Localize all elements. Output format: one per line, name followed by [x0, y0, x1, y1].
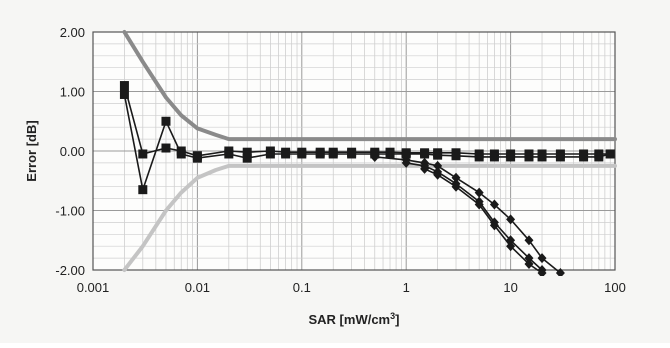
series-3-diamond-marker — [537, 253, 547, 264]
x-axis-label-superscript: 3 — [390, 311, 395, 321]
y-tick-label: -2.00 — [55, 263, 85, 278]
series-2-square-marker — [265, 149, 275, 159]
series-2-square-marker — [555, 152, 565, 162]
series-2-square-marker — [176, 149, 186, 159]
series-2-square-marker — [579, 152, 589, 162]
x-tick-label: 0.001 — [77, 280, 110, 295]
series-2-square-marker — [242, 153, 252, 163]
series-2-square-marker — [119, 89, 129, 99]
series-2-square-marker — [315, 149, 325, 159]
y-tick-label: 0.00 — [60, 144, 85, 159]
series-3-diamond-marker — [506, 214, 516, 225]
x-tick-label: 0.01 — [185, 280, 210, 295]
series-4-diamond-marker — [401, 157, 411, 168]
series-5-diamond-marker — [524, 259, 534, 270]
series-5-diamond-marker — [474, 199, 484, 210]
series-2-square-marker — [489, 152, 499, 162]
series-2-square-marker — [385, 149, 395, 159]
series-2-square-marker — [224, 149, 234, 159]
series-2-square-marker — [537, 152, 547, 162]
series-4-diamond-marker — [524, 253, 534, 264]
series-5-diamond-marker — [451, 181, 461, 192]
y-tick-label: 1.00 — [60, 85, 85, 100]
series-2-square-marker — [328, 149, 338, 159]
plot-border — [92, 31, 616, 271]
series-2-line — [123, 94, 611, 191]
series-2-square-marker — [297, 149, 307, 159]
series-2-square-marker — [474, 152, 484, 162]
x-axis-label-text: SAR [mW/cm — [309, 312, 391, 327]
series-5-diamond-marker — [420, 163, 430, 174]
series-3-diamond-marker — [370, 151, 380, 162]
y-tick-label: -1.00 — [55, 204, 85, 219]
series-2-square-marker — [401, 149, 411, 159]
series-1-square-marker — [138, 149, 148, 159]
series-2-square-marker — [451, 151, 461, 161]
series-3-diamond-marker — [451, 172, 461, 183]
series-1-square-marker — [242, 147, 252, 157]
series-2-square-marker — [433, 150, 443, 160]
series-3-diamond-marker — [524, 235, 534, 246]
series-3-diamond-marker — [489, 199, 499, 210]
tolerance-bound-line — [122, 30, 617, 142]
y-tick-labels: 2.00 1.00 0.00 -1.00 -2.00 — [55, 25, 85, 278]
series-2-square-marker — [138, 185, 148, 195]
series-5-diamond-marker — [489, 220, 499, 231]
series-3-diamond-marker — [433, 160, 443, 171]
tolerance-bounds — [122, 30, 617, 272]
series-1-line — [123, 85, 611, 157]
x-axis-label-end: ] — [395, 312, 399, 327]
series-5-diamond-marker — [506, 241, 516, 252]
tolerance-bound-line — [122, 163, 617, 272]
series-2-square-marker — [506, 152, 516, 162]
series-2-square-marker — [605, 149, 615, 159]
x-axis-label: SAR [mW/cm3] — [309, 311, 400, 327]
series-2-square-marker — [192, 153, 202, 163]
series-1-square-marker — [161, 143, 171, 153]
series-2-square-marker — [524, 152, 534, 162]
x-tick-label: 100 — [604, 280, 626, 295]
series-2-square-marker — [161, 116, 171, 126]
series-5-line — [424, 168, 543, 274]
series-5-diamond-marker — [537, 267, 547, 276]
x-tick-labels: 0.001 0.01 0.1 1 10 100 — [77, 280, 626, 295]
series-2-square-marker — [420, 149, 430, 159]
series-5-diamond-marker — [433, 169, 443, 180]
y-tick-label: 2.00 — [60, 25, 85, 40]
series-2-square-marker — [281, 149, 291, 159]
series-3-diamond-marker — [474, 187, 484, 198]
x-tick-label: 0.1 — [293, 280, 311, 295]
series-2-square-marker — [594, 152, 604, 162]
x-tick-label: 10 — [503, 280, 517, 295]
series-2-square-marker — [347, 149, 357, 159]
x-tick-label: 1 — [403, 280, 410, 295]
series-3-diamond-marker — [555, 267, 565, 276]
series-1-square-marker — [119, 81, 129, 91]
data-series — [119, 81, 615, 276]
y-axis-label: Error [dB] — [24, 120, 39, 181]
